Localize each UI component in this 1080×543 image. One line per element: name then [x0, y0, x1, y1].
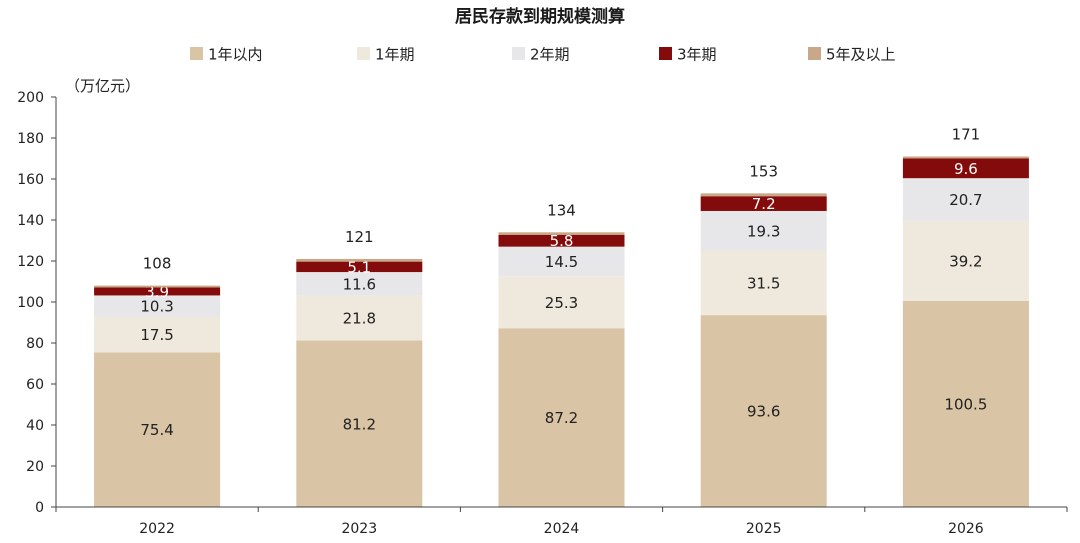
bar-value-label: 19.3: [747, 222, 780, 240]
bar-value-label: 75.4: [140, 421, 173, 439]
legend-label: 1年以内: [208, 46, 263, 64]
legend-swatch: [808, 47, 821, 60]
y-tick-label: 80: [26, 336, 44, 352]
bar-segment: [902, 158, 1029, 179]
legend-label: 2年期: [530, 46, 570, 64]
bar-segment: [94, 285, 221, 288]
bar-stack: 81.2 21.8 11.65.1 121: [296, 228, 423, 507]
bar-segment: [902, 300, 1029, 507]
bar-value-label: 21.8: [343, 310, 376, 328]
x-tick-label: 2026: [948, 521, 984, 537]
bar-stack: 87.2 25.3 14.5 5.8 134: [498, 201, 625, 507]
bar-segment: [498, 232, 625, 235]
legend-item: 2年期: [512, 46, 570, 64]
bar-segment: [700, 193, 827, 197]
bar-segment: [94, 287, 221, 296]
y-tick-label: 120: [17, 254, 44, 270]
bar-value-label: 100.5: [944, 395, 987, 413]
bar-value-label: 14.5: [545, 253, 578, 271]
y-axis: 0 20 40 60 80 100 120 140 160 180 200: [17, 90, 57, 516]
bar-segment: [902, 178, 1029, 221]
bars: 75.417.510.33.910881.221.811.65.112187.2…: [94, 125, 1029, 507]
legend-swatch: [512, 47, 525, 60]
legend-swatch: [357, 47, 370, 60]
bar-segment: [94, 316, 221, 353]
x-tick-label: 2023: [341, 521, 377, 537]
legend-item: 5年及以上: [808, 46, 896, 64]
bar-value-label: 17.5: [140, 326, 173, 344]
x-tick-label: 2022: [139, 521, 175, 537]
bar-value-label: 20.7: [949, 191, 982, 209]
y-axis-unit: （万亿元）: [65, 77, 140, 95]
legend-item: 1年期: [357, 46, 415, 64]
bar-segment: [296, 258, 423, 262]
bar-value-label: 39.2: [949, 252, 982, 270]
bar-stack: 93.6 31.5 19.3 7.2 153: [700, 162, 827, 507]
legend-label: 1年期: [375, 46, 415, 64]
y-tick-label: 160: [17, 172, 44, 188]
bar-segment: [498, 276, 625, 329]
legend-swatch: [190, 47, 203, 60]
bar-segment: [94, 352, 221, 507]
bar-total-label: 134: [547, 201, 576, 219]
bar-value-label: 10.3: [140, 297, 173, 315]
bar-stack: 100.5 39.2 20.7 9.6 171: [902, 125, 1029, 507]
bar-segment: [296, 261, 423, 273]
bar-segment: [94, 295, 221, 317]
bar-segment: [902, 220, 1029, 301]
y-tick-label: 140: [17, 213, 44, 229]
bar-value-label: 87.2: [545, 409, 578, 427]
bar-segment: [296, 295, 423, 341]
legend-item: 1年以内: [190, 46, 263, 64]
y-tick-label: 200: [17, 90, 44, 106]
x-tick-label: 2024: [544, 521, 580, 537]
legend: 1年以内 1年期 2年期 3年期 5年及以上: [190, 46, 896, 64]
bar-total-label: 108: [143, 255, 172, 273]
legend-label: 5年及以上: [826, 46, 896, 64]
bar-value-label: 81.2: [343, 415, 376, 433]
bar-value-label: 7.2: [752, 195, 776, 213]
legend-swatch: [659, 47, 672, 60]
chart-title: 居民存款到期规模测算: [455, 6, 625, 27]
bar-value-label: 9.6: [954, 160, 978, 178]
bar-segment: [902, 156, 1029, 159]
bar-total-label: 121: [345, 228, 374, 246]
bar-segment: [498, 328, 625, 507]
legend-item: 3年期: [659, 46, 717, 64]
bar-total-label: 153: [749, 162, 778, 180]
bar-segment: [700, 250, 827, 316]
y-tick-label: 100: [17, 295, 44, 311]
bar-value-label: 5.8: [550, 232, 574, 250]
bar-segment: [296, 272, 423, 296]
bar-segment: [498, 246, 625, 277]
bar-value-label: 5.1: [347, 258, 371, 276]
y-tick-label: 20: [26, 459, 44, 475]
bar-segment: [296, 340, 423, 507]
bar-value-label: 31.5: [747, 274, 780, 292]
bar-total-label: 171: [952, 125, 981, 143]
x-tick-label: 2025: [746, 521, 782, 537]
bar-value-label: 93.6: [747, 403, 780, 421]
bar-segment: [700, 210, 827, 251]
y-tick-label: 40: [26, 418, 44, 434]
x-axis: 2022 2023 2024 2025 2026: [55, 506, 1068, 537]
y-tick-label: 0: [35, 500, 44, 516]
bar-segment: [700, 315, 827, 507]
y-tick-label: 180: [17, 131, 44, 147]
y-tick-label: 60: [26, 377, 44, 393]
bar-segment: [498, 234, 625, 247]
bar-value-label: 11.6: [343, 275, 376, 293]
legend-label: 3年期: [677, 46, 717, 64]
bar-value-label: 25.3: [545, 294, 578, 312]
bar-segment: [700, 196, 827, 211]
